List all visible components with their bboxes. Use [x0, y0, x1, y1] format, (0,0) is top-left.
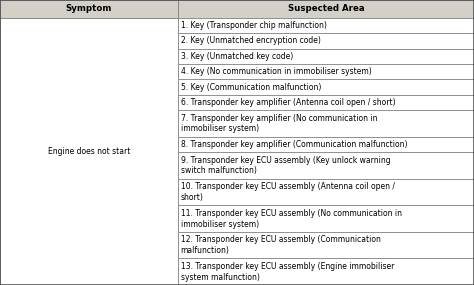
Text: 12. Transponder key ECU assembly (Communication
malfunction): 12. Transponder key ECU assembly (Commun… [181, 235, 381, 255]
Text: Suspected Area: Suspected Area [288, 4, 364, 13]
Bar [178, 205, 474, 232]
Bar [178, 0, 474, 18]
Text: 11. Transponder key ECU assembly (No communication in
immobiliser system): 11. Transponder key ECU assembly (No com… [181, 209, 402, 229]
Bar [178, 33, 474, 49]
Text: Engine does not start: Engine does not start [48, 147, 130, 156]
Bar [178, 137, 474, 152]
Bar [178, 18, 474, 33]
Bar [0, 18, 178, 285]
Bar [178, 110, 474, 137]
Bar [178, 64, 474, 80]
Bar [178, 152, 474, 179]
Bar [178, 258, 474, 285]
Text: 5. Key (Communication malfunction): 5. Key (Communication malfunction) [181, 83, 321, 92]
Bar [178, 179, 474, 205]
Text: 4. Key (No communication in immobiliser system): 4. Key (No communication in immobiliser … [181, 67, 372, 76]
Text: 13. Transponder key ECU assembly (Engine immobiliser
system malfunction): 13. Transponder key ECU assembly (Engine… [181, 262, 394, 282]
Text: 10. Transponder key ECU assembly (Antenna coil open /
short): 10. Transponder key ECU assembly (Antenn… [181, 182, 395, 202]
Text: 8. Transponder key amplifier (Communication malfunction): 8. Transponder key amplifier (Communicat… [181, 140, 407, 149]
Text: 9. Transponder key ECU assembly (Key unlock warning
switch malfunction): 9. Transponder key ECU assembly (Key unl… [181, 156, 391, 176]
Text: 7. Transponder key amplifier (No communication in
immobiliser system): 7. Transponder key amplifier (No communi… [181, 114, 377, 133]
Bar [178, 232, 474, 258]
Text: 1. Key (Transponder chip malfunction): 1. Key (Transponder chip malfunction) [181, 21, 327, 30]
Text: 6. Transponder key amplifier (Antenna coil open / short): 6. Transponder key amplifier (Antenna co… [181, 98, 395, 107]
Text: Symptom: Symptom [66, 4, 112, 13]
Text: 2. Key (Unmatched encryption code): 2. Key (Unmatched encryption code) [181, 36, 320, 45]
Bar [0, 0, 178, 18]
Bar [178, 95, 474, 110]
Text: 3. Key (Unmatched key code): 3. Key (Unmatched key code) [181, 52, 293, 61]
Bar [178, 49, 474, 64]
Bar [178, 80, 474, 95]
